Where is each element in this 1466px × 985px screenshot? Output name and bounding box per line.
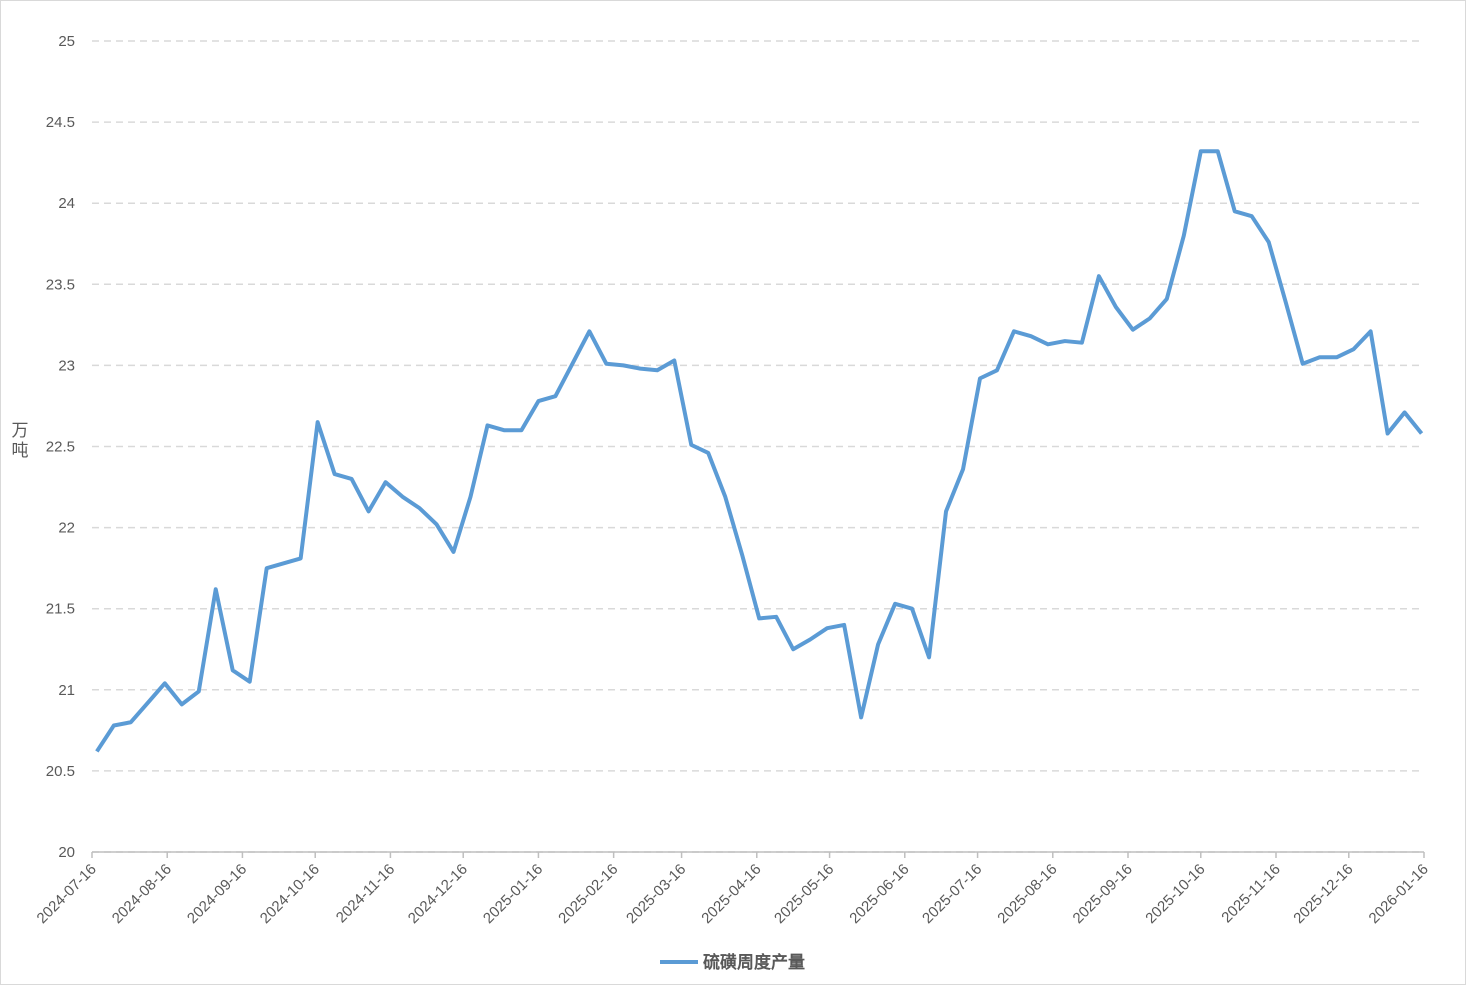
y-tick-label: 22 xyxy=(58,520,75,537)
y-tick-label: 25 xyxy=(58,33,75,50)
legend-label: 硫磺周度产量 xyxy=(703,952,805,972)
y-tick-label: 20 xyxy=(58,844,75,861)
y-tick-label: 24.5 xyxy=(46,114,75,131)
y-tick-label: 20.5 xyxy=(46,763,75,780)
y-tick-label: 21 xyxy=(58,682,75,699)
y-axis-label: 万吨 xyxy=(12,421,29,460)
series-line xyxy=(95,149,1424,753)
y-tick-label: 22.5 xyxy=(46,439,75,456)
y-tick-label: 21.5 xyxy=(46,601,75,618)
y-tick-label: 24 xyxy=(58,195,75,212)
y-tick-label: 23.5 xyxy=(46,276,75,293)
y-tick-label: 23 xyxy=(58,357,75,374)
